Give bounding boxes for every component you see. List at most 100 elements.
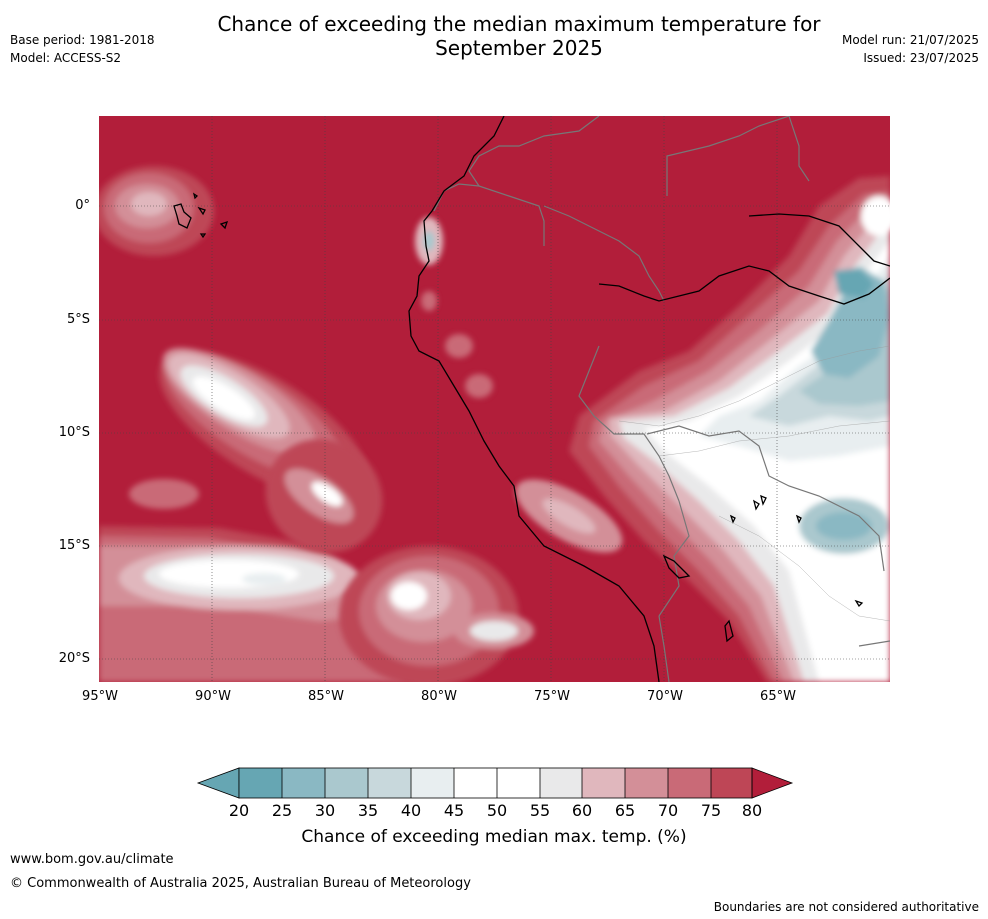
border-peru-brazil (578, 345, 680, 502)
coast-galapagos-d (199, 233, 207, 239)
colorbar-bin-25 (282, 768, 325, 798)
contour-b (658, 420, 890, 457)
coast-amazon-river (598, 265, 890, 305)
coast-bolivia-lake-b (760, 494, 767, 506)
lon-tick-95w: 95°W (82, 689, 118, 704)
graticule (99, 116, 890, 682)
patch-78w-55 (470, 621, 518, 641)
lat-tick-5s: 5°S (66, 312, 90, 327)
colorbar-bin-60 (582, 768, 625, 798)
colorbar-tick-45: 45 (443, 801, 465, 820)
colorbar-tick-40: 40 (400, 801, 422, 820)
lon-tick-85w: 85°W (308, 689, 344, 704)
plume-s-40 (242, 573, 286, 585)
coast-rio-negro (748, 213, 890, 267)
lat-tick-20s: 20°S (58, 651, 90, 666)
contour-lines (618, 345, 890, 622)
base-period-label: Base period: 1981-2018 (10, 33, 155, 47)
forecast-map (99, 116, 890, 682)
lon-tick-80w: 80°W (421, 689, 457, 704)
issued-label: Issued: 23/07/2025 (863, 51, 979, 65)
coast-lake-poopo (724, 619, 734, 643)
coastal-patches (415, 217, 623, 553)
pacific-plume-south (99, 526, 429, 682)
title-line-2: September 2025 (435, 36, 603, 60)
coast-bolivia-lake-c (729, 514, 736, 524)
patch-90w-13s (129, 479, 199, 509)
lon-tick-90w: 90°W (195, 689, 231, 704)
lat-tick-10s: 10°S (58, 425, 90, 440)
south-bolivia-patch-25 (816, 512, 872, 540)
border-peru-bolivia (658, 500, 690, 617)
border-colombia-north (543, 205, 665, 302)
coast-galapagos-b (197, 206, 206, 216)
colorbar-tick-70: 70 (657, 801, 679, 820)
plume-s-45 (159, 560, 299, 588)
colorbar (196, 766, 794, 800)
coast-lake-titicaca (662, 554, 691, 579)
colorbar-tick-75: 75 (700, 801, 722, 820)
peru-coast-70b (445, 334, 473, 358)
coast-bolivia-lake-a (752, 499, 760, 511)
coast-bolivia-lake-d (795, 514, 802, 524)
website-link[interactable]: www.bom.gov.au/climate (10, 852, 174, 867)
colorbar-tick-50: 50 (486, 801, 508, 820)
lon-tick-65w: 65°W (760, 689, 796, 704)
colorbar-label: Chance of exceeding median max. temp. (%… (301, 827, 687, 847)
colorbar-tick-30: 30 (314, 801, 336, 820)
colorbar-bin-50 (497, 768, 540, 798)
colorbar-bin-65 (625, 768, 668, 798)
coast-galapagos-c (219, 220, 229, 230)
lat-tick-0: 0° (75, 198, 90, 213)
colorbar-tick-25: 25 (271, 801, 293, 820)
patch-83w-45 (391, 582, 427, 610)
coast-pacific-south-america (408, 116, 660, 682)
colorbar-bin-40 (411, 768, 454, 798)
colorbar-bin-75 (711, 768, 752, 798)
coast-gran-chaco (854, 599, 864, 608)
forecast-map-canvas (99, 116, 890, 682)
colorbar-under-arrow (196, 767, 240, 799)
amazon-core-20 (834, 268, 874, 298)
boundaries-disclaimer: Boundaries are not considered authoritat… (713, 900, 979, 914)
colorbar-dividers (238, 767, 753, 799)
amazon-ring-25 (811, 266, 890, 378)
colorbar-tick-55: 55 (529, 801, 551, 820)
galapagos-patch (99, 166, 214, 256)
colorbar-bin-20 (239, 768, 282, 798)
colorbar-tick-20: 20 (228, 801, 250, 820)
peru-coast-70c (465, 374, 493, 398)
pacific-patch-84w (129, 439, 383, 553)
title-line-1: Chance of exceeding the median maximum t… (217, 12, 821, 36)
peru-coast-60 (542, 498, 596, 534)
colorbar-bin-30 (325, 768, 368, 798)
amazon-ring-30 (799, 284, 890, 406)
contour-a (618, 345, 890, 427)
plume-n-45 (192, 376, 256, 420)
model-label: Model: ACCESS-S2 (10, 51, 122, 65)
coastlines (173, 116, 890, 682)
map-title: Chance of exceeding the median maximum t… (144, 12, 894, 60)
border-brazil-bolivia (646, 425, 885, 572)
coast-galapagos-e (192, 192, 199, 200)
colorbar-svg (196, 767, 794, 799)
amazon-anomaly (569, 176, 890, 682)
colorbar-tick-80: 80 (741, 801, 763, 820)
coast-galapagos-a (173, 203, 192, 229)
border-venezuela-guyana (788, 116, 810, 182)
colorbar-bin-55 (540, 768, 582, 798)
colorbar-bin-45 (454, 768, 497, 798)
colorbar-tick-65: 65 (614, 801, 636, 820)
colorbar-tick-60: 60 (571, 801, 593, 820)
colorbar-over-arrow (751, 767, 794, 799)
colorbar-bin-70 (668, 768, 711, 798)
galapagos-60 (131, 192, 167, 216)
peru-coast-70a (421, 291, 437, 311)
border-bolivia-chile (658, 615, 670, 682)
lon-tick-75w: 75°W (534, 689, 570, 704)
border-bolivia-paraguay (858, 640, 890, 647)
copyright-notice: © Commonwealth of Australia 2025, Austra… (10, 876, 471, 891)
lon-tick-70w: 70°W (647, 689, 683, 704)
contour-c (718, 515, 890, 622)
colorbar-bin-35 (368, 768, 411, 798)
